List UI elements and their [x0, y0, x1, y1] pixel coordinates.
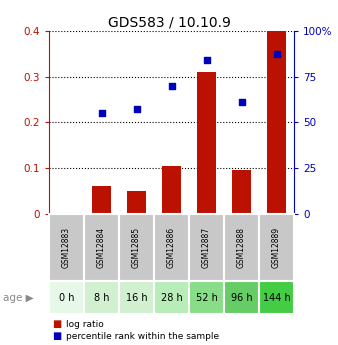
Bar: [259, 214, 294, 281]
Text: GDS583 / 10.10.9: GDS583 / 10.10.9: [107, 16, 231, 30]
Text: log ratio: log ratio: [66, 320, 104, 329]
Point: [204, 58, 209, 63]
Bar: [119, 281, 154, 314]
Bar: [224, 281, 259, 314]
Text: GSM12886: GSM12886: [167, 227, 176, 268]
Point: [169, 83, 174, 89]
Text: 28 h: 28 h: [161, 293, 183, 303]
Point: [134, 106, 139, 111]
Text: ■: ■: [52, 319, 62, 329]
Text: GSM12884: GSM12884: [97, 227, 106, 268]
Bar: [189, 214, 224, 281]
Text: GSM12887: GSM12887: [202, 227, 211, 268]
Bar: [92, 186, 111, 214]
Text: GSM12885: GSM12885: [132, 227, 141, 268]
Bar: [127, 191, 146, 214]
Bar: [49, 214, 84, 281]
Point: [99, 110, 104, 116]
Bar: [197, 72, 216, 214]
Text: 144 h: 144 h: [263, 293, 290, 303]
Text: GSM12883: GSM12883: [62, 227, 71, 268]
Bar: [267, 31, 286, 214]
Text: 8 h: 8 h: [94, 293, 109, 303]
Text: percentile rank within the sample: percentile rank within the sample: [66, 332, 219, 341]
Bar: [49, 281, 84, 314]
Bar: [259, 281, 294, 314]
Text: 16 h: 16 h: [126, 293, 147, 303]
Point: [274, 51, 279, 57]
Text: 0 h: 0 h: [59, 293, 74, 303]
Point: [239, 100, 244, 105]
Bar: [232, 170, 251, 214]
Bar: [162, 166, 181, 214]
Bar: [154, 214, 189, 281]
Text: ■: ■: [52, 332, 62, 341]
Text: 52 h: 52 h: [196, 293, 217, 303]
Bar: [84, 214, 119, 281]
Bar: [84, 281, 119, 314]
Text: age ▶: age ▶: [3, 293, 34, 303]
Bar: [224, 214, 259, 281]
Bar: [189, 281, 224, 314]
Bar: [119, 214, 154, 281]
Text: 96 h: 96 h: [231, 293, 252, 303]
Bar: [154, 281, 189, 314]
Text: GSM12889: GSM12889: [272, 227, 281, 268]
Text: GSM12888: GSM12888: [237, 227, 246, 268]
